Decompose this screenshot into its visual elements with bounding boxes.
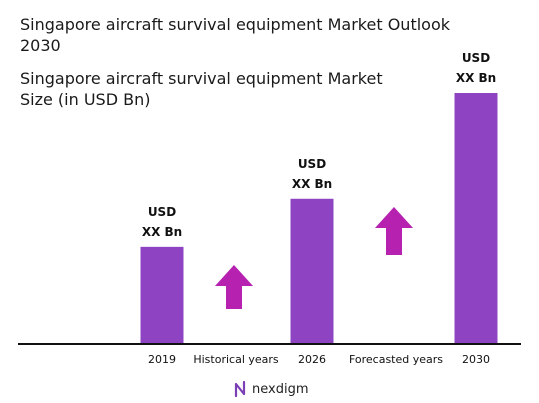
x-tick-label: 2019 bbox=[148, 353, 176, 366]
bar-value-label-line2: XX Bn bbox=[292, 177, 332, 191]
bar-value-label-line1: USD bbox=[298, 157, 326, 171]
bar-value-label-line1: USD bbox=[462, 51, 490, 65]
chart-title: Singapore aircraft survival equipment Ma… bbox=[20, 15, 450, 55]
chart-marks: USD XX Bn 2019 USD XX Bn 2026 USD XX Bn 2030 Hist… bbox=[140, 51, 498, 366]
x-tick-label: 2030 bbox=[462, 353, 490, 366]
nexdigm-logo-icon bbox=[234, 380, 246, 398]
period-label: Historical years bbox=[193, 353, 279, 366]
bar-2030 bbox=[454, 93, 498, 343]
bar-value-label-line1: USD bbox=[148, 205, 176, 219]
growth-arrow-up-icon bbox=[215, 265, 253, 309]
chart-subtitle: Singapore aircraft survival equipment Ma… bbox=[20, 69, 383, 109]
bar-2019 bbox=[140, 246, 184, 343]
period-label: Forecasted years bbox=[349, 353, 443, 366]
bar-value-label-line2: XX Bn bbox=[456, 71, 496, 85]
growth-arrow-up-icon bbox=[375, 207, 413, 255]
bar-2026 bbox=[290, 198, 334, 343]
x-tick-label: 2026 bbox=[298, 353, 326, 366]
bar-value-label-line2: XX Bn bbox=[142, 225, 182, 239]
brand-logo: nexdigm bbox=[233, 379, 308, 399]
brand-name: nexdigm bbox=[252, 381, 309, 397]
